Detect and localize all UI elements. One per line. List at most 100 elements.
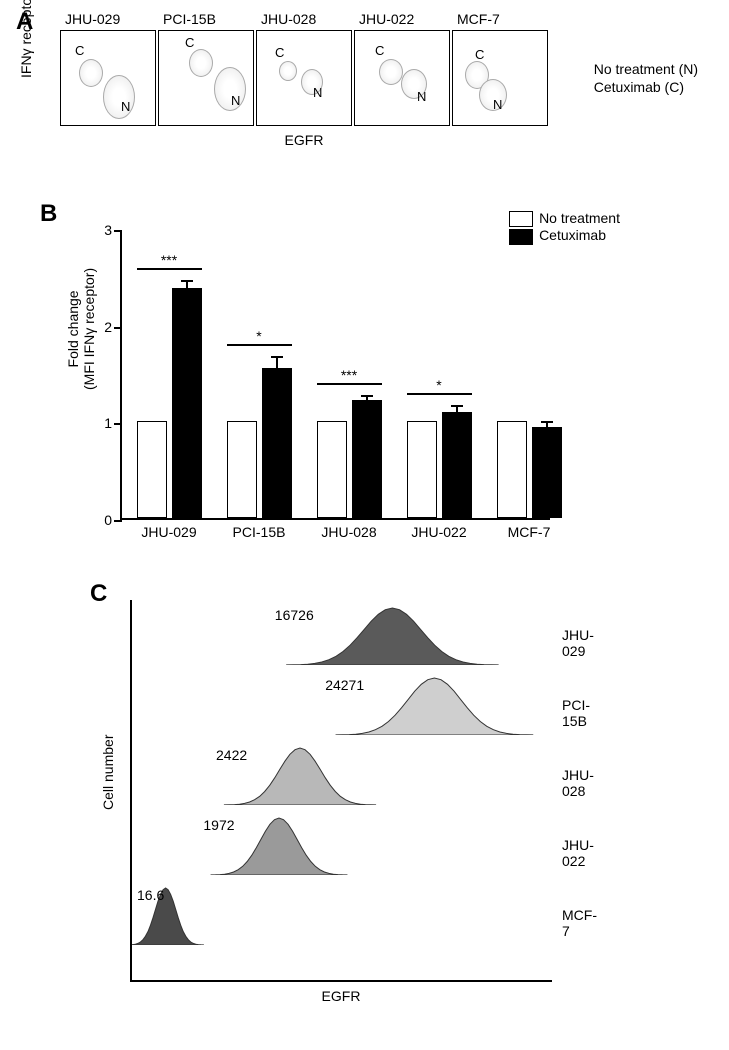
panelB-ytick-label: 0 bbox=[92, 512, 112, 528]
histogram-value: 1972 bbox=[203, 817, 234, 833]
bar-no-treatment bbox=[407, 421, 437, 518]
error-bar bbox=[276, 358, 278, 369]
histogram-label: JHU-022 bbox=[562, 837, 594, 869]
bar-no-treatment bbox=[227, 421, 257, 518]
histogram-label: JHU-029 bbox=[562, 627, 594, 659]
significance-bar bbox=[317, 383, 382, 385]
histogram bbox=[132, 605, 552, 665]
panelA-y-axis-label: IFNγ receptor bbox=[18, 0, 34, 78]
panelB-category-label: PCI-15B bbox=[219, 524, 299, 540]
panelA-facs-row: JHU-029CNPCI-15BCNJHU-028CNJHU-022CNMCF-… bbox=[60, 30, 548, 126]
panel-C: Cell number 16726JHU-02924271PCI-15B2422… bbox=[130, 600, 552, 982]
histogram-value: 16726 bbox=[275, 607, 314, 623]
facs-population-N bbox=[214, 67, 246, 111]
panel-B: Fold change(MFI IFNγ receptor) 0123***JH… bbox=[70, 220, 560, 550]
panelA-legend-ctx: Cetuximab (C) bbox=[594, 78, 698, 96]
significance-label: *** bbox=[314, 367, 384, 383]
panelB-chart: 0123***JHU-029*PCI-15B***JHU-028*JHU-022… bbox=[70, 220, 560, 550]
facs-plot-title: PCI-15B bbox=[163, 11, 255, 27]
panelC-y-axis-label: Cell number bbox=[100, 735, 116, 810]
error-bar bbox=[366, 397, 368, 400]
error-bar bbox=[546, 423, 548, 427]
significance-bar bbox=[137, 268, 202, 270]
panelB-legend-notx-label: No treatment bbox=[539, 210, 620, 226]
bar-no-treatment bbox=[497, 421, 527, 518]
facs-plot: JHU-028CN bbox=[256, 30, 352, 126]
bar-no-treatment bbox=[137, 421, 167, 518]
facs-population-C bbox=[189, 49, 213, 77]
bar-cetuximab bbox=[352, 400, 382, 518]
histogram-label: JHU-028 bbox=[562, 767, 594, 799]
error-bar-cap bbox=[361, 395, 373, 397]
panel-label-C: C bbox=[90, 580, 107, 608]
histogram-label: PCI-15B bbox=[562, 697, 590, 729]
figure: A IFNγ receptor JHU-029CNPCI-15BCNJHU-02… bbox=[0, 0, 729, 1050]
histogram-value: 16.6 bbox=[137, 887, 164, 903]
significance-bar bbox=[227, 344, 292, 346]
facs-label-N: N bbox=[121, 99, 130, 114]
error-bar-cap bbox=[181, 280, 193, 282]
facs-population-C bbox=[79, 59, 103, 87]
histogram-value: 2422 bbox=[216, 747, 247, 763]
error-bar bbox=[456, 407, 458, 412]
panelB-ytick-label: 3 bbox=[92, 222, 112, 238]
panelB-ytick bbox=[114, 327, 122, 329]
facs-label-C: C bbox=[75, 43, 84, 58]
panelC-x-axis-label: EGFR bbox=[130, 988, 552, 1004]
panelB-ytick bbox=[114, 230, 122, 232]
histogram bbox=[132, 745, 552, 805]
facs-population-C bbox=[379, 59, 403, 85]
significance-label: * bbox=[224, 328, 294, 344]
panelB-category-label: MCF-7 bbox=[489, 524, 569, 540]
facs-plot: MCF-7CN bbox=[452, 30, 548, 126]
panelC-chart: 16726JHU-02924271PCI-15B2422JHU-0281972J… bbox=[130, 600, 552, 982]
error-bar-cap bbox=[541, 421, 553, 423]
facs-population-C bbox=[279, 61, 297, 81]
histogram bbox=[132, 815, 552, 875]
panelB-axes: 0123***JHU-029*PCI-15B***JHU-028*JHU-022… bbox=[120, 230, 550, 520]
panelA-legend: No treatment (N) Cetuximab (C) bbox=[594, 60, 698, 96]
significance-label: *** bbox=[134, 252, 204, 268]
facs-plot: JHU-029CN bbox=[60, 30, 156, 126]
bar-cetuximab bbox=[442, 412, 472, 518]
panelB-legend-ctx: Cetuximab bbox=[509, 227, 620, 244]
histogram-value: 24271 bbox=[325, 677, 364, 693]
panelA-x-axis-label: EGFR bbox=[60, 132, 548, 148]
panelB-ytick bbox=[114, 423, 122, 425]
facs-label-N: N bbox=[231, 93, 240, 108]
panelB-category-label: JHU-028 bbox=[309, 524, 389, 540]
histogram bbox=[132, 885, 552, 945]
facs-label-N: N bbox=[493, 97, 502, 112]
bar-cetuximab bbox=[262, 368, 292, 518]
panelB-legend-notx: No treatment bbox=[509, 210, 620, 227]
facs-label-N: N bbox=[313, 85, 322, 100]
panelB-legend-ctx-label: Cetuximab bbox=[539, 227, 606, 243]
facs-label-C: C bbox=[475, 47, 484, 62]
histogram-label: MCF-7 bbox=[562, 907, 597, 939]
panelA-legend-notx: No treatment (N) bbox=[594, 60, 698, 78]
panelB-category-label: JHU-022 bbox=[399, 524, 479, 540]
facs-plot-title: JHU-028 bbox=[261, 11, 353, 27]
significance-bar bbox=[407, 393, 472, 395]
facs-label-C: C bbox=[275, 45, 284, 60]
panelB-category-label: JHU-029 bbox=[129, 524, 209, 540]
facs-plot-title: JHU-022 bbox=[359, 11, 451, 27]
bar-cetuximab bbox=[172, 288, 202, 518]
error-bar-cap bbox=[271, 356, 283, 358]
panelB-legend: No treatment Cetuximab bbox=[509, 210, 620, 245]
error-bar bbox=[186, 282, 188, 288]
facs-plot: JHU-022CN bbox=[354, 30, 450, 126]
error-bar-cap bbox=[451, 405, 463, 407]
facs-plot-title: JHU-029 bbox=[65, 11, 157, 27]
facs-label-N: N bbox=[417, 89, 426, 104]
facs-label-C: C bbox=[185, 35, 194, 50]
facs-plot-title: MCF-7 bbox=[457, 11, 549, 27]
facs-label-C: C bbox=[375, 43, 384, 58]
panel-A: IFNγ receptor JHU-029CNPCI-15BCNJHU-028C… bbox=[60, 30, 548, 126]
bar-no-treatment bbox=[317, 421, 347, 518]
panel-label-B: B bbox=[40, 200, 57, 228]
bar-cetuximab bbox=[532, 427, 562, 518]
panelB-ytick bbox=[114, 520, 122, 522]
panelB-ytick-label: 1 bbox=[92, 415, 112, 431]
significance-label: * bbox=[404, 377, 474, 393]
